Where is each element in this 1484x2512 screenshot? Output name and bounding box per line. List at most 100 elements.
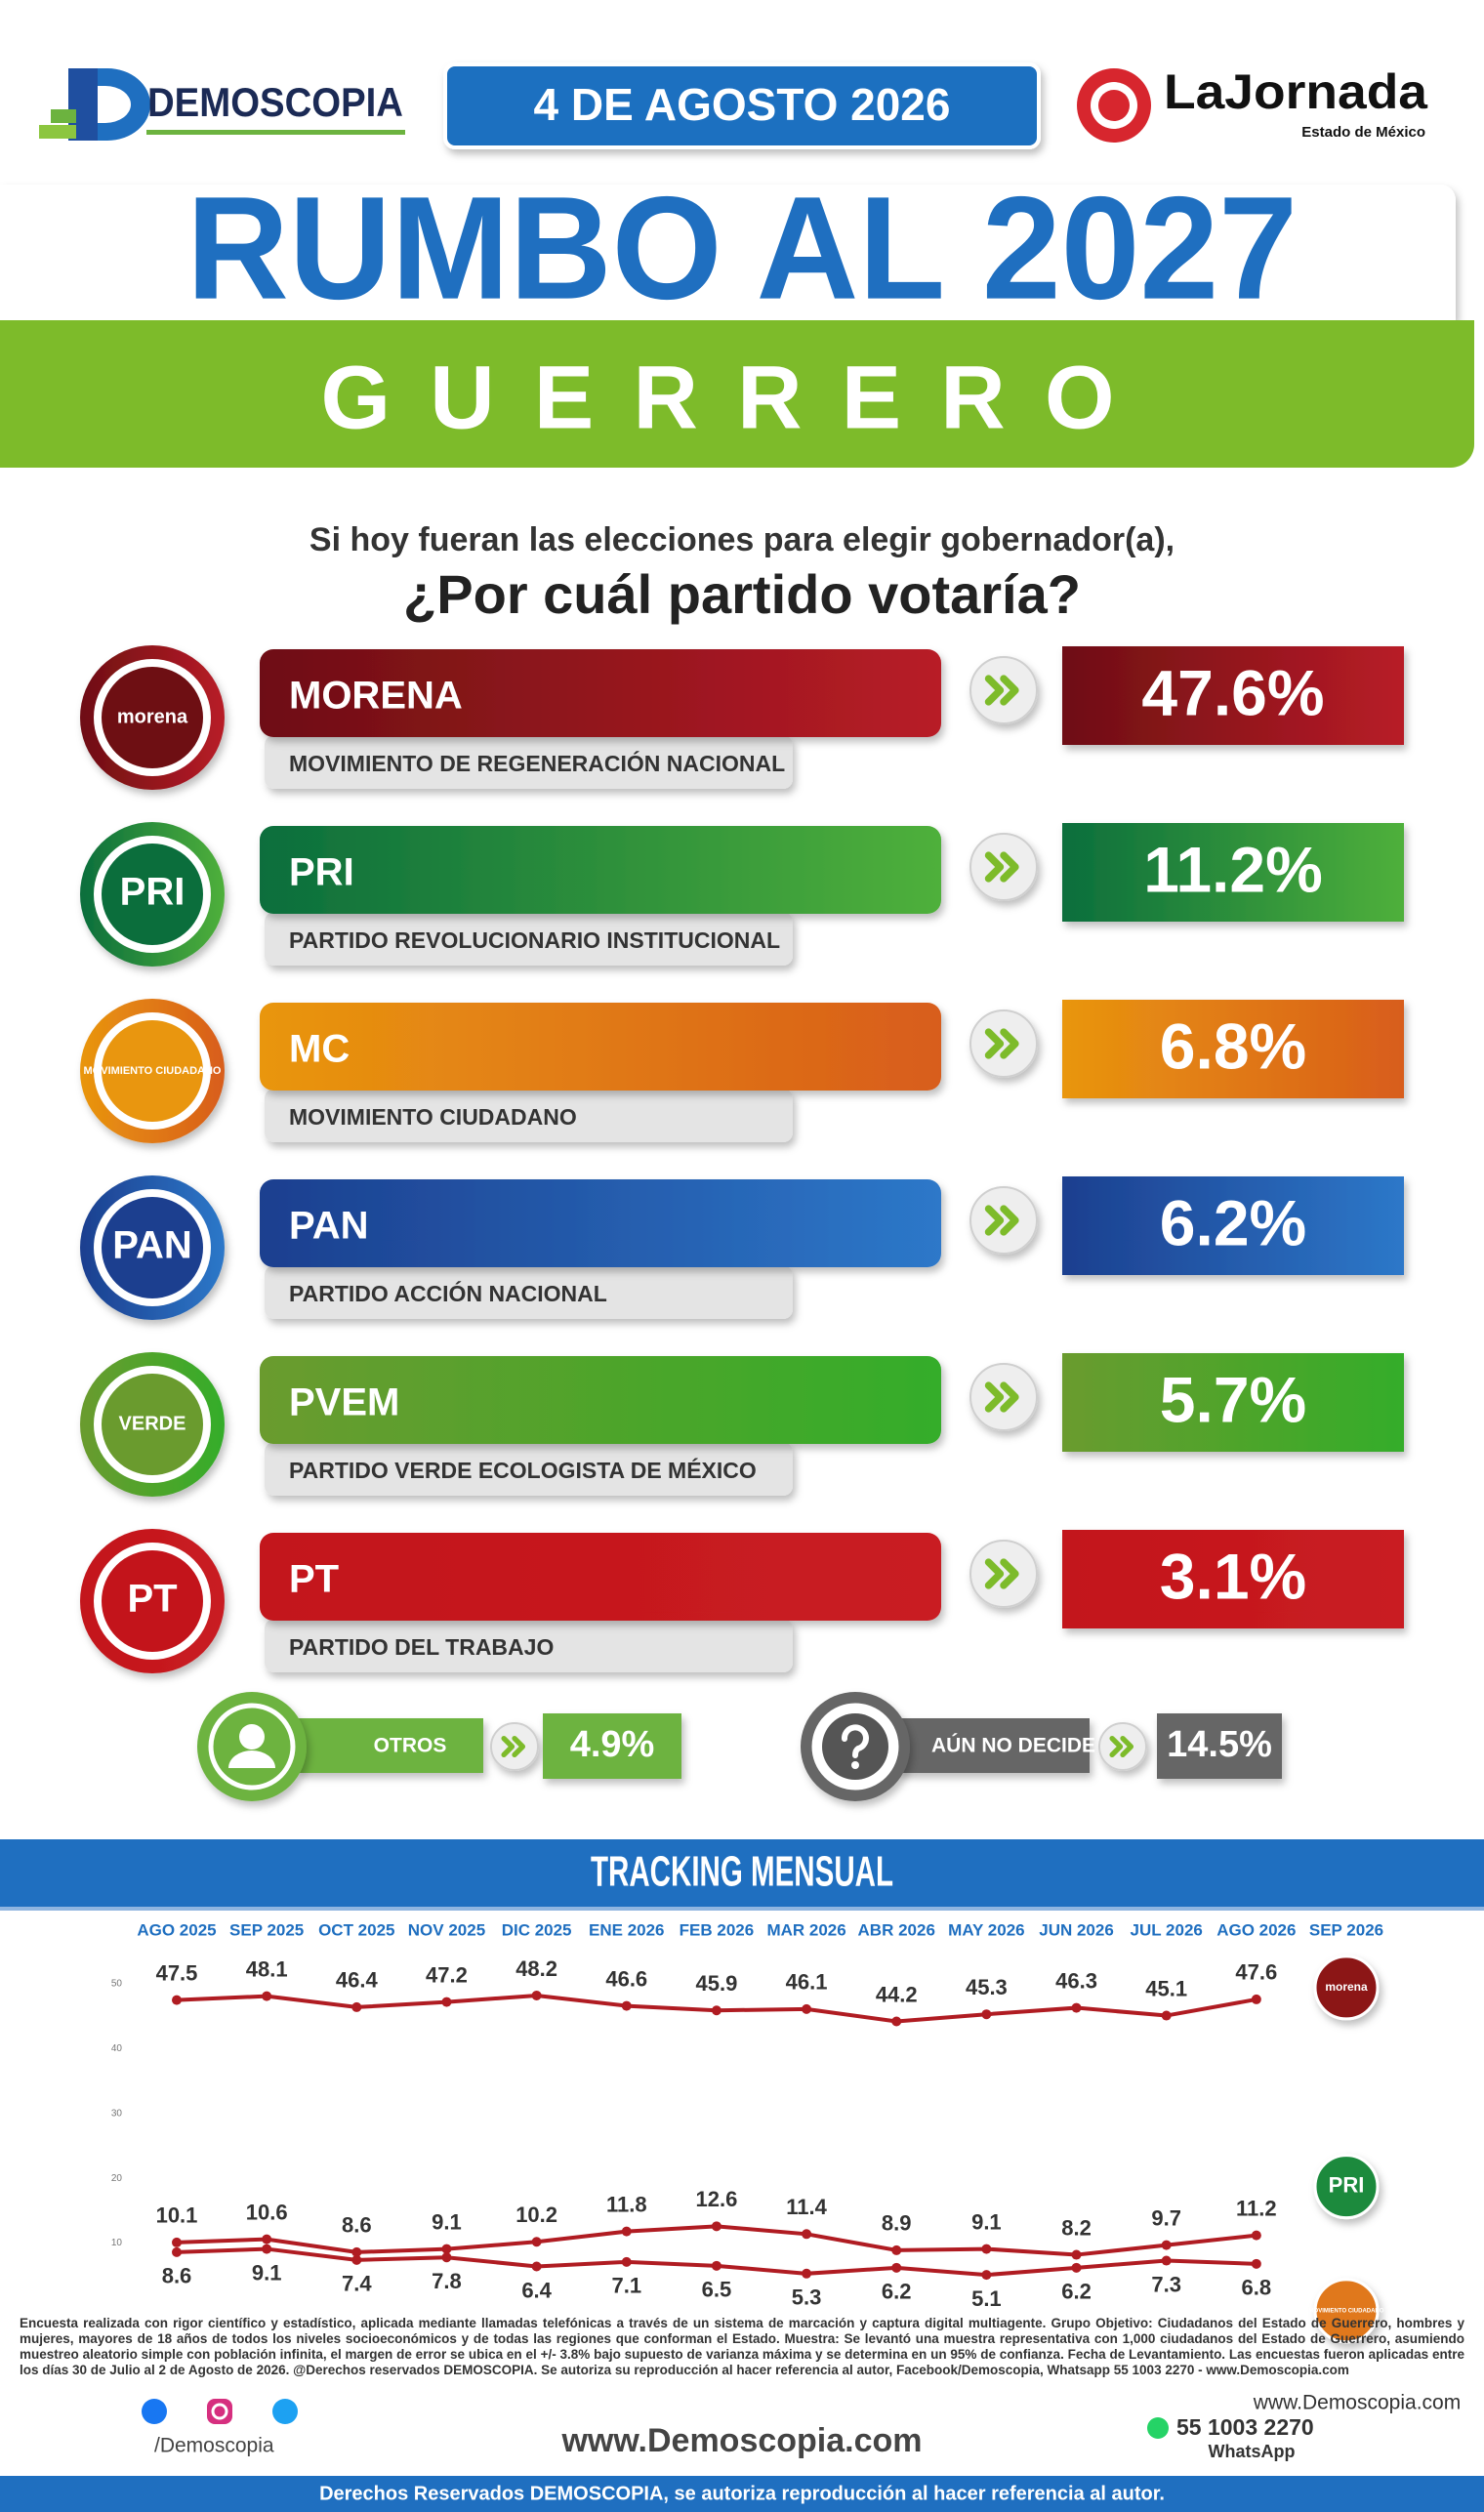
value-box [1062, 1530, 1404, 1628]
party-name: MC [289, 1028, 350, 1071]
point [1251, 2230, 1261, 2241]
x-tick-label: NOV 2025 [408, 1920, 485, 1939]
main-title: RUMBO AL 2027 [186, 166, 1298, 330]
point [981, 2244, 992, 2254]
point-label: 7.8 [432, 2269, 462, 2293]
date: 4 DE AGOSTO 2026 [534, 79, 951, 130]
legend-badge [1313, 1955, 1380, 2021]
legend-label: PRI [1329, 2172, 1365, 2197]
value-box [1062, 1176, 1404, 1275]
legend-badge [1313, 2278, 1380, 2344]
point [1071, 2249, 1082, 2260]
party-logo-core [102, 1197, 203, 1298]
party-logo-core [102, 1550, 203, 1652]
site-right: www.Demoscopia.com [1253, 2392, 1461, 2414]
point [711, 2221, 721, 2232]
point-label: 48.1 [246, 1956, 288, 1981]
point [1161, 2255, 1172, 2266]
point [531, 2237, 542, 2247]
y-tick-label: 10 [111, 2238, 123, 2248]
point-label: 11.4 [786, 2195, 827, 2219]
other-value-box [543, 1713, 681, 1779]
value-label: 11.2% [1143, 833, 1323, 905]
legend-label: MOVIMIENTO CIUDADANO [1309, 2308, 1384, 2314]
x-tick-label: AGO 2025 [137, 1920, 216, 1939]
party-logo-text: VERDE [119, 1413, 186, 1434]
point-label: 9.1 [971, 2209, 1002, 2234]
party-logo-text: morena [117, 706, 188, 727]
point-label: 46.4 [336, 1968, 379, 1993]
party-logo-core [102, 1374, 203, 1475]
value-label: 3.1% [1160, 1540, 1306, 1612]
point-label: 46.3 [1055, 1968, 1097, 1993]
point-label: 45.1 [1145, 1976, 1187, 2000]
party-sub-bar [265, 1265, 793, 1319]
point-label: 8.2 [1061, 2215, 1092, 2240]
y-tick-label: 50 [111, 1979, 123, 1990]
party-full-name: PARTIDO REVOLUCIONARIO INSTITUCIONAL [289, 927, 780, 953]
point [531, 2261, 542, 2272]
tracking-band-edge [0, 1907, 1484, 1911]
party-name-bar [260, 1003, 941, 1091]
other-name: AÚN NO DECIDE [931, 1734, 1095, 1757]
party-logo-text: PRI [120, 871, 186, 914]
party-sub-bar [265, 735, 793, 789]
value-box [1062, 646, 1404, 745]
question-line: Si hoy fueran las elecciones para elegir… [309, 521, 1175, 558]
point-label: 9.7 [1151, 2205, 1181, 2230]
point-label: 7.1 [611, 2274, 641, 2298]
party-name-bar [260, 1356, 941, 1444]
x-tick-label: AGO 2026 [1216, 1920, 1296, 1939]
party-logo-text: MOVIMIENTO CIUDADANO [84, 1065, 222, 1077]
party-full-name: PARTIDO ACCIÓN NACIONAL [289, 1280, 607, 1306]
party-logo-core [102, 1020, 203, 1122]
point [802, 2229, 812, 2240]
point-label: 45.3 [966, 1975, 1008, 1999]
party-full-name: PARTIDO VERDE ECOLOGISTA DE MÉXICO [289, 1457, 757, 1483]
x-tick-label: JUN 2026 [1039, 1920, 1114, 1939]
state-band [0, 320, 1474, 468]
value-label: 6.2% [1160, 1186, 1306, 1258]
party-name: PT [289, 1558, 339, 1601]
other-bar [898, 1718, 1090, 1773]
party-sub-bar [265, 912, 793, 966]
party-logo-core [102, 844, 203, 945]
party-logo-text: PT [127, 1578, 177, 1621]
point [441, 2244, 452, 2254]
point-label: 10.6 [246, 2200, 288, 2224]
party-full-name: MOVIMIENTO DE REGENERACIÓN NACIONAL [289, 750, 785, 776]
other-value: 4.9% [570, 1724, 655, 1765]
value-label: 5.7% [1160, 1363, 1306, 1435]
point [262, 1991, 272, 2001]
question-icon-bg [822, 1713, 888, 1780]
point-label: 46.6 [605, 1966, 647, 1991]
point-label: 48.2 [515, 1956, 557, 1981]
y-tick-label: 30 [111, 2108, 123, 2119]
point [1161, 2010, 1172, 2021]
phone: 55 1003 2270 [1176, 2414, 1314, 2440]
point [891, 2016, 902, 2027]
point-label: 5.3 [792, 2286, 822, 2310]
point [891, 2262, 902, 2273]
party-name-bar [260, 1179, 941, 1267]
point-label: 7.4 [342, 2272, 372, 2296]
partner-logo [1077, 68, 1151, 143]
footer-band [0, 2476, 1484, 2512]
point [621, 2256, 632, 2267]
point-label: 6.8 [1242, 2276, 1272, 2300]
point [1071, 2002, 1082, 2013]
arrow-icon [984, 1028, 1019, 1059]
point [351, 2254, 362, 2265]
social-handle: /Demoscopia [154, 2435, 274, 2457]
point [351, 2001, 362, 2012]
point [1251, 1994, 1261, 2004]
date-box [443, 62, 1041, 149]
value-label: 6.8% [1160, 1009, 1306, 1082]
party-logo-core [102, 667, 203, 768]
point [531, 1990, 542, 2000]
point [981, 2009, 992, 2020]
other-name: OTROS [374, 1735, 447, 1757]
arrow-icon [501, 1735, 526, 1758]
x-tick-label: DIC 2025 [502, 1920, 572, 1939]
